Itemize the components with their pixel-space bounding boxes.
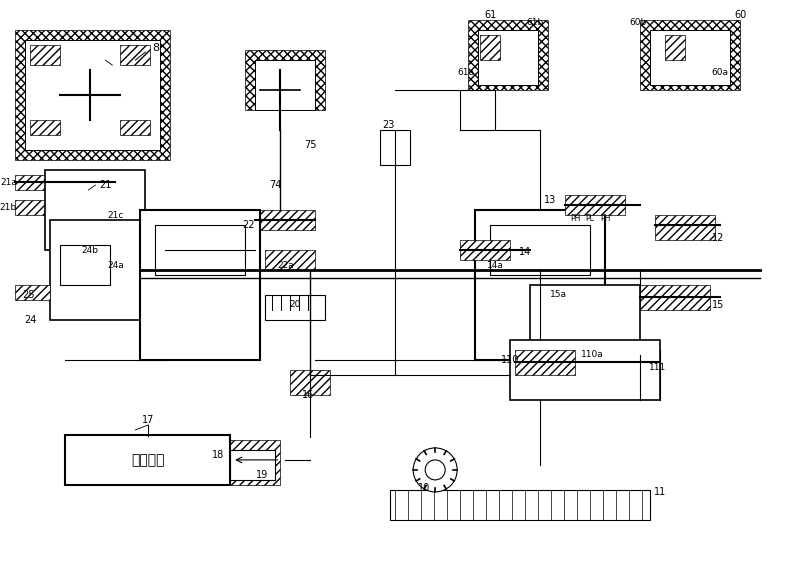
Text: 11: 11 <box>654 487 666 497</box>
Bar <box>380 130 410 165</box>
Text: 24a: 24a <box>107 260 124 270</box>
Bar <box>30 45 60 65</box>
Text: 23: 23 <box>382 120 394 130</box>
Bar <box>26 40 160 150</box>
Bar <box>515 350 575 375</box>
Bar <box>266 295 326 320</box>
Bar <box>140 210 260 360</box>
Bar <box>640 285 710 310</box>
Bar <box>15 285 50 300</box>
Bar <box>46 170 146 250</box>
Bar <box>290 370 330 395</box>
Text: 16: 16 <box>302 390 314 400</box>
Bar <box>15 30 170 160</box>
Text: 21c: 21c <box>107 211 123 219</box>
Bar <box>120 45 150 65</box>
Text: 10: 10 <box>418 483 430 493</box>
Bar <box>475 210 605 360</box>
Bar <box>468 20 548 90</box>
Text: 74: 74 <box>269 180 282 190</box>
Text: 60: 60 <box>734 10 746 20</box>
Bar <box>66 435 230 485</box>
Bar <box>478 30 538 85</box>
Text: 21a: 21a <box>0 178 17 187</box>
Bar <box>490 225 590 275</box>
Text: 61: 61 <box>484 10 496 20</box>
Text: 22: 22 <box>242 220 254 230</box>
Bar <box>460 240 510 260</box>
Text: 18: 18 <box>212 450 225 460</box>
Bar <box>650 30 730 85</box>
Bar <box>640 20 740 90</box>
Text: 110a: 110a <box>581 351 603 360</box>
Bar <box>30 120 60 135</box>
Circle shape <box>413 448 457 492</box>
Bar <box>230 450 275 480</box>
Bar <box>390 490 650 520</box>
Bar <box>530 285 640 355</box>
Bar <box>255 60 315 110</box>
Bar <box>665 35 685 60</box>
Text: 75: 75 <box>304 140 317 150</box>
Text: 61b: 61b <box>526 18 544 27</box>
Text: 21: 21 <box>99 180 111 190</box>
Text: 14a: 14a <box>486 260 503 270</box>
Text: 24: 24 <box>24 315 37 325</box>
Text: 25: 25 <box>22 290 34 300</box>
Text: 61a: 61a <box>458 67 474 77</box>
Bar <box>480 35 500 60</box>
Bar <box>255 210 315 230</box>
Bar <box>510 340 660 400</box>
Text: 15: 15 <box>712 300 724 310</box>
Text: 14: 14 <box>519 247 531 257</box>
Bar <box>50 220 170 320</box>
Text: 12: 12 <box>712 233 724 243</box>
Text: 19: 19 <box>256 470 268 480</box>
Text: 8: 8 <box>152 43 159 53</box>
Bar <box>266 250 315 270</box>
Bar <box>120 120 150 135</box>
Text: 60a: 60a <box>711 67 729 77</box>
Bar <box>655 215 715 240</box>
Text: 111: 111 <box>650 364 666 372</box>
Text: 21b: 21b <box>0 203 17 211</box>
Circle shape <box>425 460 445 480</box>
Text: 22a: 22a <box>277 260 294 270</box>
Bar <box>155 225 246 275</box>
Bar <box>60 245 110 285</box>
Bar <box>565 195 625 215</box>
Text: 20: 20 <box>290 300 301 309</box>
Bar <box>15 200 46 215</box>
Text: 110: 110 <box>501 355 519 365</box>
Bar <box>226 440 280 485</box>
Text: 15a: 15a <box>550 291 566 300</box>
Text: 17: 17 <box>142 415 154 425</box>
Text: PH: PH <box>600 214 610 223</box>
Text: PL: PL <box>586 214 594 223</box>
Bar <box>246 50 326 110</box>
Text: 24b: 24b <box>82 246 99 255</box>
Bar <box>15 175 46 190</box>
Text: 13: 13 <box>544 195 556 205</box>
Text: 润滑系统: 润滑系统 <box>131 453 165 467</box>
Text: PH: PH <box>570 214 580 223</box>
Text: 60b: 60b <box>630 18 646 27</box>
